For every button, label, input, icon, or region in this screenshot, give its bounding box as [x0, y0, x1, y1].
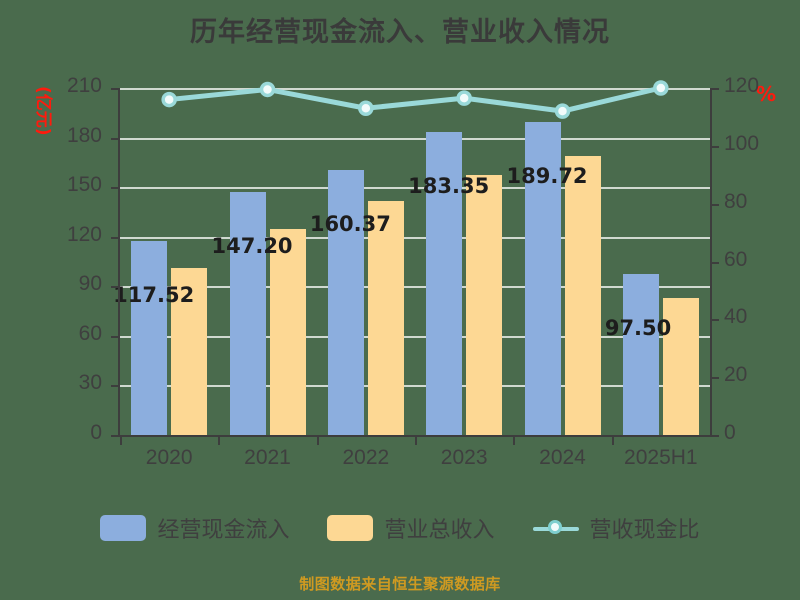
bar-total-revenue[interactable]	[269, 229, 306, 435]
gridline	[120, 335, 710, 338]
bar-cash-inflow[interactable]	[131, 240, 168, 435]
x-axis-line	[118, 435, 712, 437]
bar-value-label: 189.72	[506, 163, 588, 188]
y2-axis-tick	[712, 319, 719, 322]
chart-legend: 经营现金流入 营业总收入 营收现金比	[0, 512, 800, 544]
y-axis-tick-label: 90	[78, 272, 102, 296]
legend-item-cash-inflow[interactable]: 经营现金流入	[100, 512, 289, 544]
bar-total-revenue[interactable]	[662, 297, 699, 435]
legend-swatch-cash-inflow	[100, 515, 147, 541]
bar-cash-inflow[interactable]	[622, 273, 659, 435]
bar-cash-inflow[interactable]	[229, 191, 266, 435]
gridline	[120, 286, 710, 289]
y-axis-tick	[111, 88, 118, 90]
chart-title: 历年经营现金流入、营业收入情况	[190, 17, 610, 48]
bar-value-label: 117.52	[113, 282, 195, 307]
legend-label-cash-inflow: 经营现金流入	[157, 518, 290, 543]
y-axis-tick	[111, 187, 118, 190]
legend-label-total-revenue: 营业总收入	[384, 518, 495, 543]
bar-value-label: 160.37	[309, 212, 391, 236]
gridline	[120, 187, 710, 190]
y2-axis-tick-label: 60	[724, 247, 748, 271]
y-axis-tick-label: 120	[66, 222, 102, 246]
y-axis-tick-label: 60	[78, 321, 102, 345]
legend-item-total-revenue[interactable]: 营业总收入	[327, 512, 495, 544]
bar-value-label: 97.50	[604, 315, 672, 340]
x-axis-tick	[415, 437, 417, 445]
y-axis-tick-label: 180	[66, 123, 102, 147]
legend-item-cash-ratio[interactable]: 营收现金比	[532, 512, 700, 544]
y-axis-tick	[111, 335, 118, 338]
bar-cash-inflow[interactable]	[524, 121, 561, 435]
bar-total-revenue[interactable]	[367, 201, 404, 435]
y2-axis-tick	[712, 145, 719, 148]
y2-axis-tick-label: 80	[724, 189, 748, 213]
y-axis-tick	[111, 236, 118, 239]
x-axis-tick-label: 2022	[342, 446, 390, 469]
axis-line	[118, 88, 120, 437]
y2-axis-tick-label: 100	[724, 131, 760, 155]
gridline	[120, 137, 710, 140]
bar-cash-inflow[interactable]	[426, 132, 463, 435]
right-axis-unit-label: %	[756, 82, 777, 106]
x-axis-tick-label: 2020	[145, 446, 193, 469]
y-axis-tick-label: 210	[66, 74, 102, 97]
y-axis-tick	[111, 435, 118, 437]
y-axis-tick-label: 0	[90, 421, 102, 444]
y-axis-tick-label: 150	[66, 173, 102, 197]
y2-axis-tick-label: 40	[724, 305, 748, 329]
x-axis-tick-label: 2023	[440, 446, 488, 469]
x-axis-tick	[316, 437, 319, 445]
legend-swatch-total-revenue	[327, 515, 374, 541]
y2-axis-tick	[712, 261, 719, 264]
bar-value-label: 147.20	[211, 233, 293, 258]
x-axis-tick	[513, 437, 516, 445]
gridline	[120, 385, 710, 388]
y2-axis-tick-label: 0	[724, 421, 736, 444]
bar-value-label: 183.35	[408, 174, 490, 199]
x-axis-tick	[611, 437, 614, 445]
y-axis-tick	[111, 286, 118, 289]
gridline	[120, 236, 710, 239]
bar-total-revenue[interactable]	[564, 155, 601, 435]
y2-axis-tick	[712, 435, 719, 437]
legend-marker-cash-ratio	[532, 515, 579, 541]
x-axis-tick-label: 2024	[539, 446, 586, 469]
x-axis-tick-label: 2025H1	[624, 446, 698, 469]
bar-total-revenue[interactable]	[171, 268, 208, 435]
y-axis-tick	[111, 385, 118, 388]
y2-axis-tick-label: 120	[724, 74, 760, 97]
x-axis-tick	[120, 437, 122, 445]
axis-line	[710, 88, 712, 437]
y-axis-tick	[111, 137, 118, 140]
bar-cash-inflow[interactable]	[327, 170, 364, 435]
source-note: 制图数据来自恒生聚源数据库	[299, 575, 501, 593]
y2-axis-tick	[712, 88, 719, 90]
x-axis-tick	[218, 437, 221, 445]
bar-total-revenue[interactable]	[466, 174, 503, 435]
y2-axis-tick	[712, 377, 719, 380]
legend-label-cash-ratio: 营收现金比	[589, 518, 700, 543]
x-axis-tick-label: 2021	[244, 446, 291, 469]
plot-area: 117.52 147.20 160.37 183.35 189.72 97.50	[113, 88, 710, 437]
y2-axis-tick-label: 20	[724, 363, 748, 387]
y-axis-tick-label: 30	[78, 371, 102, 395]
gridline	[120, 88, 710, 90]
y2-axis-tick	[712, 203, 719, 206]
